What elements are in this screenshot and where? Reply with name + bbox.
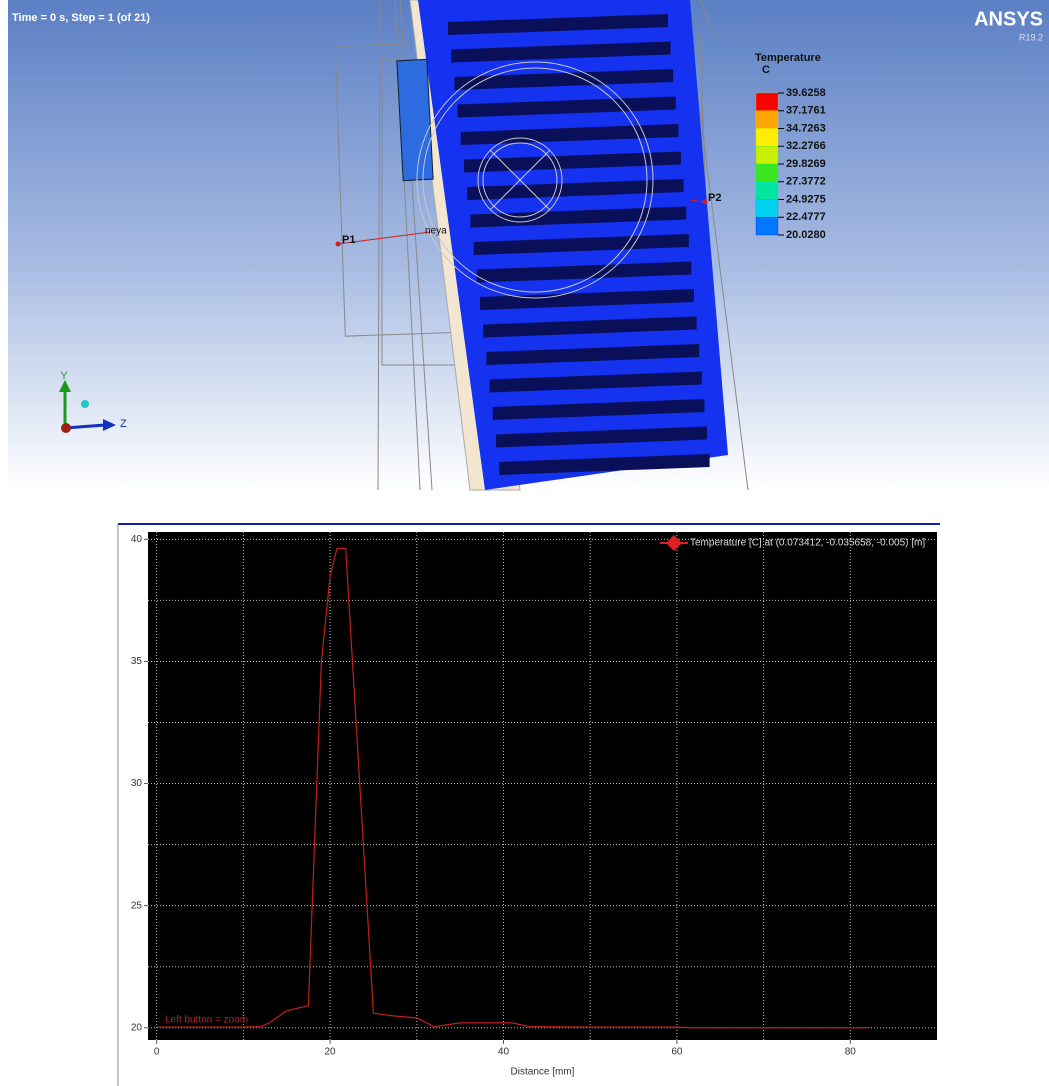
color-label: 39.6258 — [786, 87, 826, 99]
annotation: Left button = zoom — [165, 1015, 248, 1026]
axis-label: Z — [120, 418, 127, 430]
color-swatch — [756, 164, 778, 182]
y-tick-label: 35 — [131, 656, 143, 667]
x-axis-label: Distance [mm] — [511, 1067, 575, 1078]
color-swatch — [756, 111, 778, 129]
color-swatch — [756, 93, 778, 111]
color-label: 27.3772 — [786, 176, 826, 188]
x-tick-label: 80 — [845, 1047, 857, 1058]
label: neya — [425, 226, 447, 237]
color-swatch — [756, 182, 778, 200]
color-swatch — [756, 146, 778, 164]
color-bar: 39.6258 37.1761 34.7263 32.2766 29.8269 27.37… — [756, 87, 826, 241]
color-swatch — [756, 200, 778, 218]
point-label: P2 — [708, 192, 721, 204]
legend-unit: C — [762, 64, 770, 76]
axis-label: Y — [60, 370, 68, 382]
x-tick-label: 60 — [671, 1047, 683, 1058]
x-tick-label: 20 — [325, 1047, 337, 1058]
y-tick-label: 40 — [131, 534, 143, 545]
legend-label: Temperature [C] at (0.073412, -0.035658,… — [690, 538, 925, 549]
y-tick-label: 20 — [131, 1022, 143, 1033]
brand: ANSYS — [974, 8, 1043, 30]
version: R19.2 — [1019, 32, 1043, 42]
screen: Time = 0 s, Step = 1 (of 21) ANSYS R19.2… — [0, 0, 1049, 1086]
y-tick-label: 25 — [131, 900, 143, 911]
color-label: 29.8269 — [786, 158, 826, 170]
color-label: 22.4777 — [786, 211, 826, 223]
color-swatch — [756, 129, 778, 147]
status: Time = 0 s, Step = 1 (of 21) — [12, 12, 150, 24]
plot-area — [148, 532, 937, 1040]
color-label: 20.0280 — [786, 229, 826, 241]
y-tick-label: 30 — [131, 778, 143, 789]
color-label: 32.2766 — [786, 140, 826, 152]
x-tick-label: 0 — [154, 1047, 160, 1058]
color-swatch — [756, 217, 778, 235]
page: Time = 0 s, Step = 1 (of 21) ANSYS R19.2… — [0, 0, 1049, 1086]
color-label: 24.9275 — [786, 193, 826, 205]
point-label: P1 — [342, 234, 355, 246]
x-tick-label: 40 — [498, 1047, 510, 1058]
legend-title: Temperature — [755, 52, 821, 64]
color-label: 34.7263 — [786, 122, 826, 134]
color-label: 37.1761 — [786, 105, 826, 117]
